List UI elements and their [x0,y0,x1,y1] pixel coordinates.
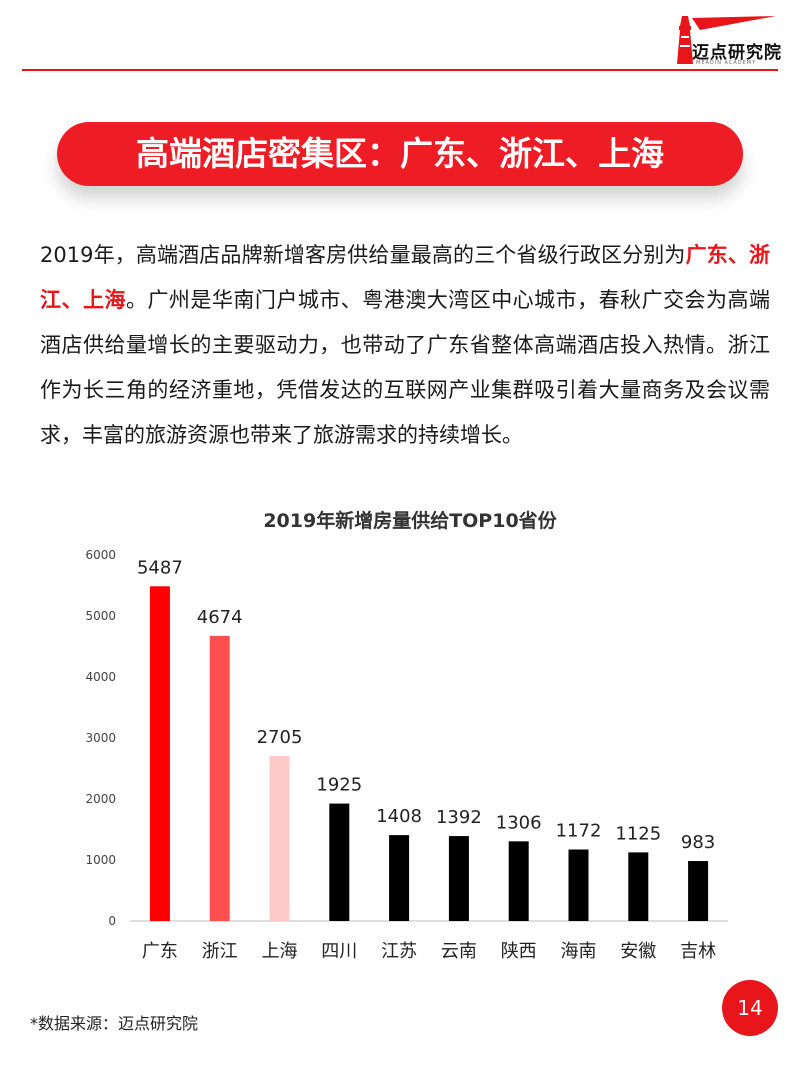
x-tick-label: 上海 [262,941,298,962]
header-divider [22,69,778,71]
y-tick-label: 6000 [85,548,116,562]
y-tick-label: 1000 [85,853,116,867]
bar-海南 [568,849,589,921]
body-text-part1: 2019年，高端酒店品牌新增客房供给量最高的三个省级行政区分别为 [40,243,686,267]
bar-云南 [448,836,469,921]
x-tick-label: 浙江 [202,941,238,962]
bar-吉林 [688,861,709,921]
y-tick-label: 4000 [85,670,116,684]
data-label: 1408 [376,806,422,827]
data-label: 1125 [615,823,661,844]
logo-text: 迈点研究院 [692,43,782,63]
logo-subtitle: MEADIN ACADEMY [696,60,757,66]
bar-江苏 [389,835,410,921]
bar-浙江 [209,635,230,921]
x-tick-label: 吉林 [680,941,716,962]
body-paragraph: 2019年，高端酒店品牌新增客房供给量最高的三个省级行政区分别为广东、浙江、上海… [40,233,770,458]
body-text-part2: 。广州是华南门户城市、粤港澳大湾区中心城市，春秋广交会为高端酒店供给量增长的主要… [40,288,771,447]
x-tick-label: 安徽 [620,941,656,962]
bar-广东 [149,586,170,921]
data-label: 5487 [137,557,183,578]
y-tick-label: 5000 [85,609,116,623]
data-label: 2705 [257,727,303,748]
bar-安徽 [628,852,649,921]
y-tick-label: 3000 [85,731,116,745]
data-label: 1172 [556,821,602,842]
page-title: 高端酒店密集区：广东、浙江、上海 [136,134,664,173]
x-tick-label: 陕西 [501,941,537,962]
bar-四川 [329,803,350,921]
data-label: 1925 [316,775,362,796]
x-tick-label: 海南 [561,941,597,962]
chart-title: 2019年新增房量供给TOP10省份 [263,509,557,532]
y-tick-label: 2000 [85,792,116,806]
bar-chart: 2019年新增房量供给TOP10省份 0 1000 2000 3000 4000 5000… [85,509,728,962]
x-tick-label: 江苏 [381,941,417,962]
x-tick-label: 四川 [321,941,357,962]
page-number-badge: 14 [722,980,778,1036]
y-tick-label: 0 [108,914,116,928]
body-highlight: 广东、浙江、上海 [40,243,770,312]
data-label: 1306 [496,812,542,833]
bar-上海 [269,755,290,921]
data-label: 4674 [197,607,243,628]
bar-陕西 [508,841,529,921]
x-tick-label: 云南 [441,941,477,962]
x-tick-label: 广东 [142,941,178,962]
title-banner: 高端酒店密集区：广东、浙江、上海 [57,122,743,186]
lighthouse-logo-icon [677,16,776,64]
chart-bars: 5487 4674 2705 1925 1408 1392 1306 1172 1125 983 [137,557,715,921]
data-source-note: *数据来源：迈点研究院 [30,1014,199,1033]
data-label: 983 [681,832,715,853]
data-label: 1392 [436,807,482,828]
